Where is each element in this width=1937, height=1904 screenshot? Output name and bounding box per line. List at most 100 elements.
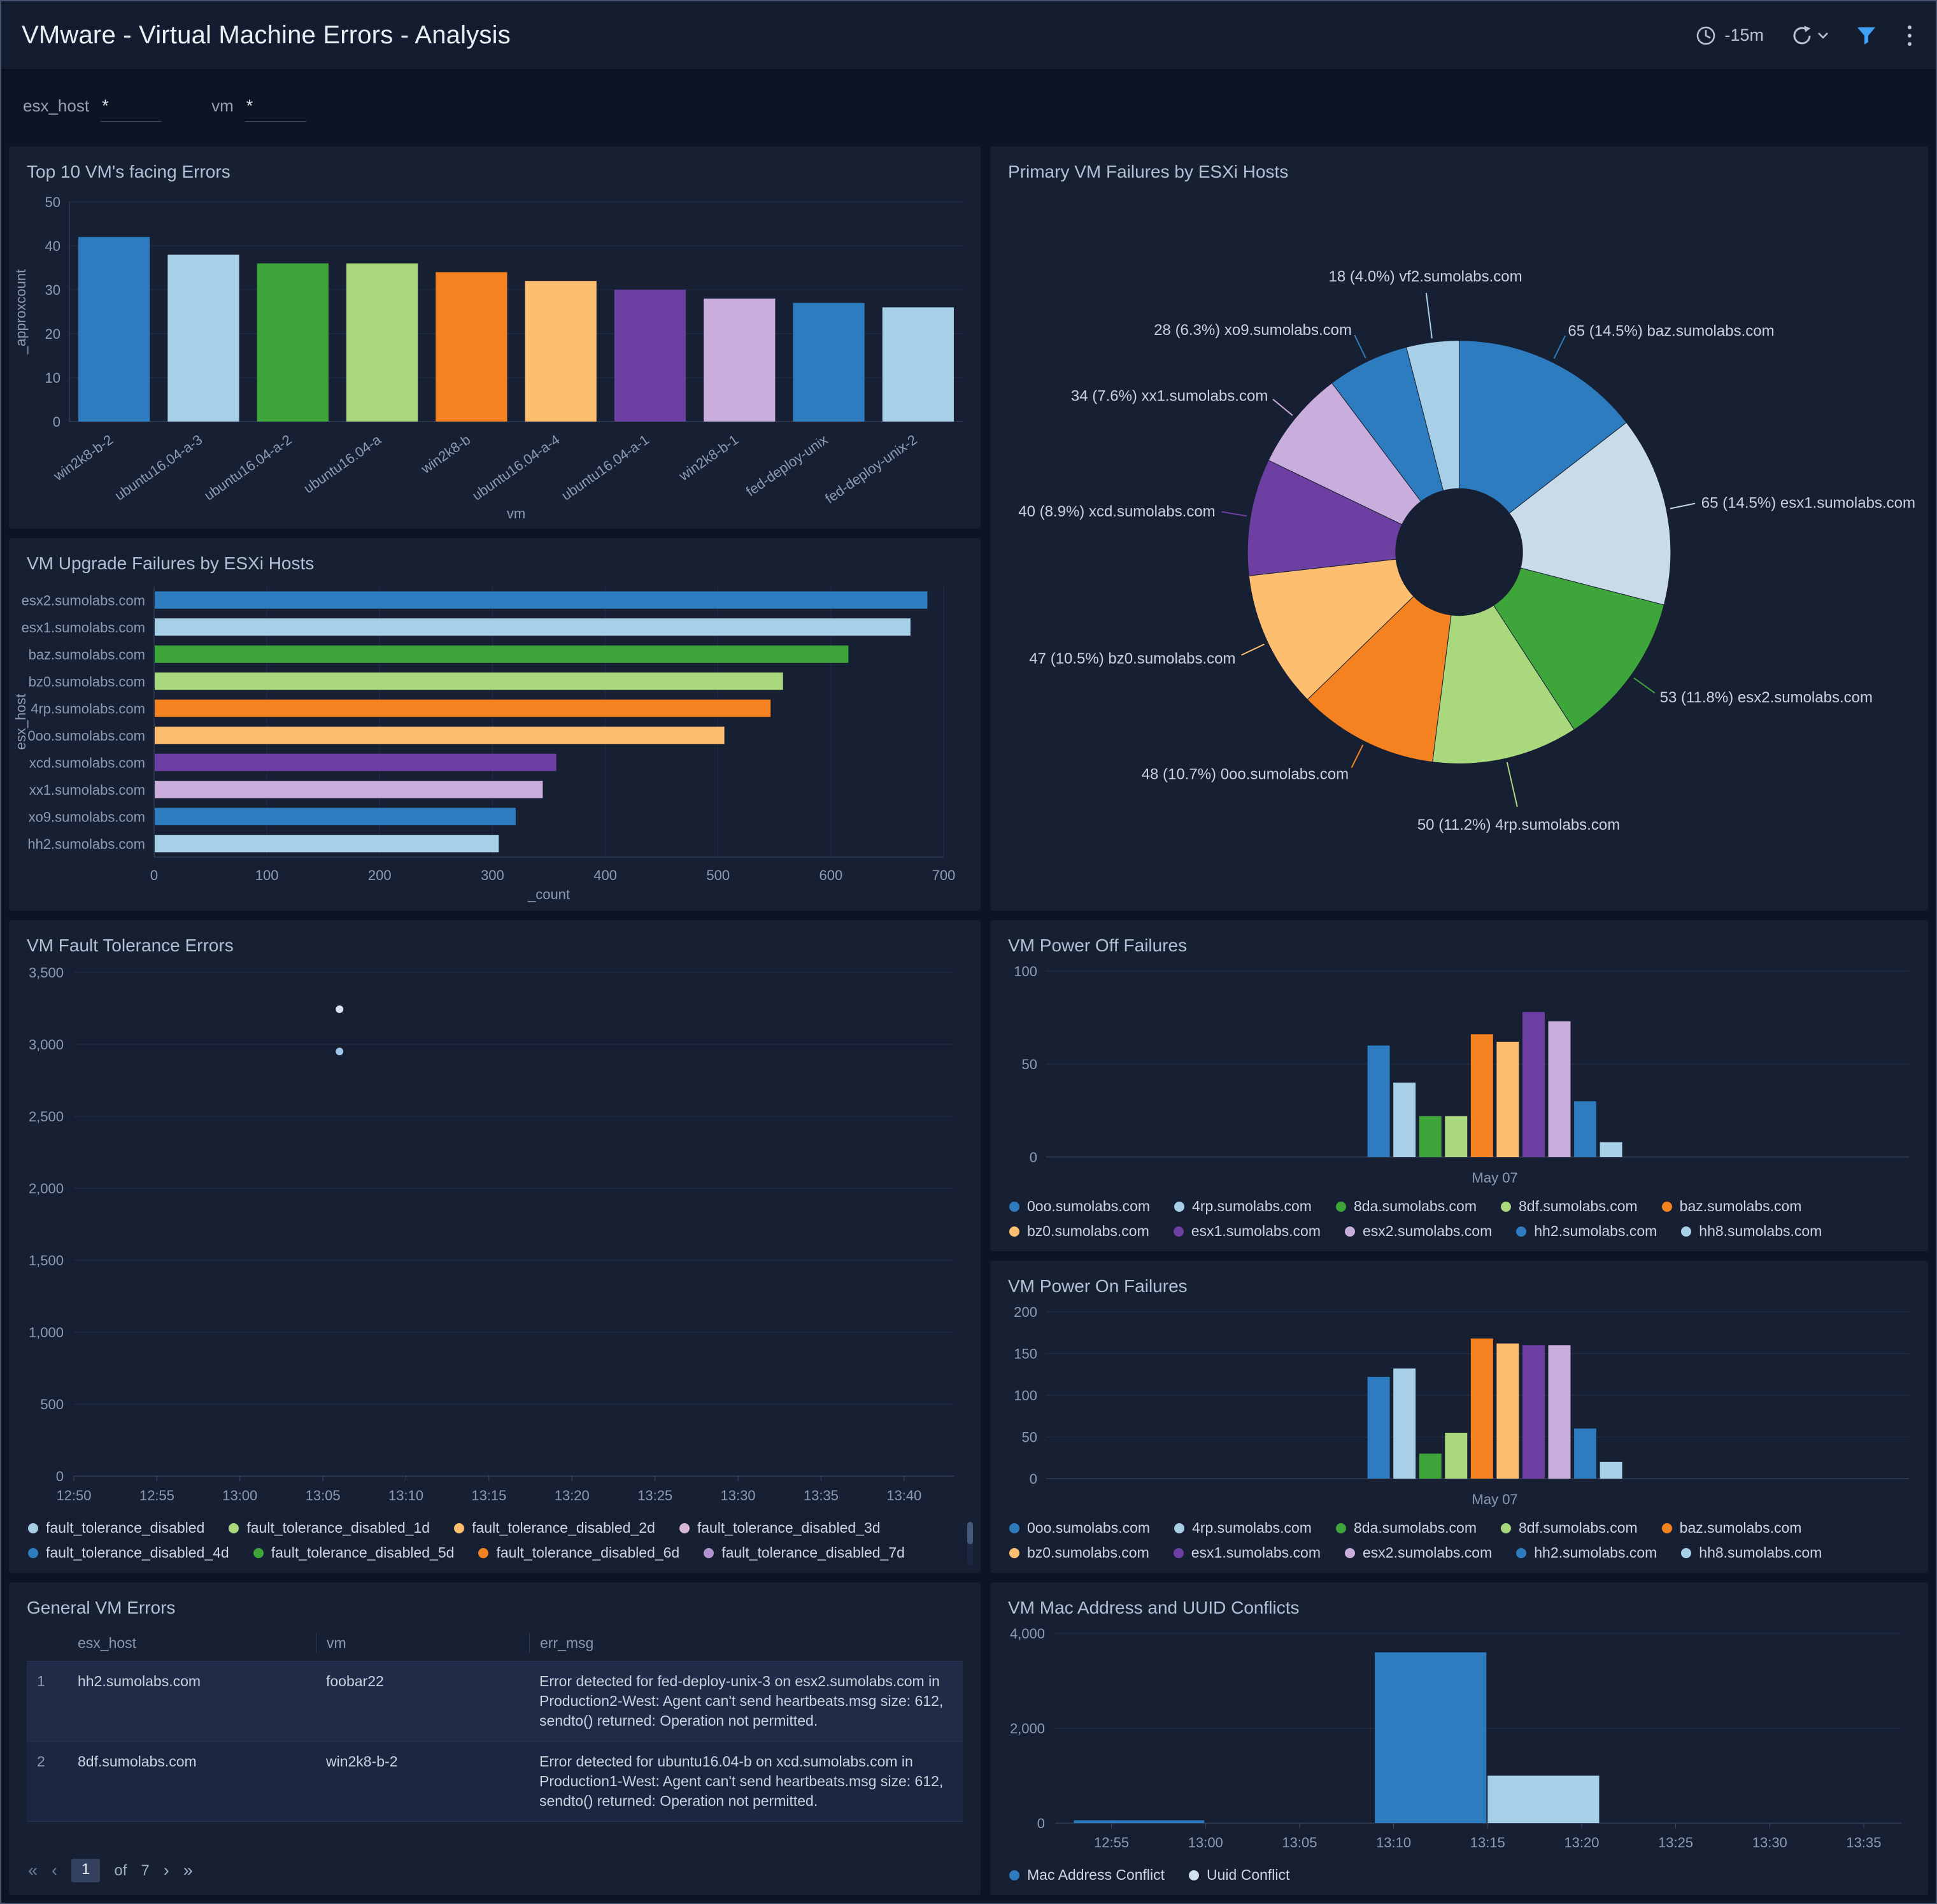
legend-label: fault_tolerance_disabled_3d bbox=[697, 1519, 881, 1536]
time-range-control[interactable]: -15m bbox=[1695, 25, 1764, 46]
svg-text:13:05: 13:05 bbox=[1282, 1835, 1317, 1851]
legend-dot-icon bbox=[28, 1523, 38, 1533]
svg-text:65 (14.5%) baz.sumolabs.com: 65 (14.5%) baz.sumolabs.com bbox=[1568, 322, 1774, 339]
legend-item[interactable]: 8df.sumolabs.com bbox=[1501, 1198, 1638, 1215]
last-page-button[interactable]: » bbox=[183, 1861, 193, 1880]
svg-text:13:00: 13:00 bbox=[222, 1488, 257, 1503]
svg-text:ubuntu16.04-a-1: ubuntu16.04-a-1 bbox=[558, 432, 652, 504]
first-page-button[interactable]: « bbox=[28, 1861, 38, 1880]
legend-item[interactable]: esx1.sumolabs.com bbox=[1173, 1223, 1321, 1240]
legend-item[interactable]: 4rp.sumolabs.com bbox=[1174, 1198, 1312, 1215]
legend-item[interactable]: esx2.sumolabs.com bbox=[1345, 1544, 1492, 1561]
legend-label: fault_tolerance_disabled_1d bbox=[246, 1519, 430, 1536]
legend-item[interactable]: baz.sumolabs.com bbox=[1661, 1519, 1801, 1537]
legend-dot-icon bbox=[1345, 1547, 1355, 1558]
current-page[interactable]: 1 bbox=[71, 1859, 101, 1882]
more-menu-icon[interactable] bbox=[1904, 22, 1915, 50]
svg-text:48 (10.7%) 0oo.sumolabs.com: 48 (10.7%) 0oo.sumolabs.com bbox=[1142, 765, 1349, 783]
legend-dot-icon bbox=[1661, 1201, 1672, 1212]
svg-text:12:55: 12:55 bbox=[139, 1488, 174, 1503]
legend-label: bz0.sumolabs.com bbox=[1027, 1544, 1149, 1561]
legend-item[interactable]: 8df.sumolabs.com bbox=[1501, 1519, 1638, 1537]
primary-vm-failures-donut-chart[interactable]: 65 (14.5%) baz.sumolabs.com 65 (14.5%) es… bbox=[990, 186, 1928, 911]
svg-text:baz.sumolabs.com: baz.sumolabs.com bbox=[29, 646, 145, 662]
topbar: VMware - Virtual Machine Errors - Analys… bbox=[1, 1, 1936, 70]
legend-dot-icon bbox=[1661, 1523, 1672, 1533]
svg-text:3,500: 3,500 bbox=[29, 965, 64, 981]
legend-item[interactable]: hh2.sumolabs.com bbox=[1516, 1544, 1657, 1561]
svg-text:150: 150 bbox=[1014, 1346, 1037, 1362]
svg-text:13:20: 13:20 bbox=[1564, 1835, 1599, 1851]
column-header-err-msg[interactable]: err_msg bbox=[529, 1633, 963, 1653]
prev-page-button[interactable]: ‹ bbox=[52, 1861, 58, 1880]
topbar-actions: -15m bbox=[1695, 22, 1915, 50]
filter-icon[interactable] bbox=[1855, 25, 1877, 46]
panel-vm-power-on: VM Power On Failures 0 50 100 150 200 May 07 … bbox=[990, 1261, 1928, 1573]
vm-upgrade-failures-hbar-chart[interactable]: 0 100 200 300 400 500 600 700 esx2.sumolabs.com e… bbox=[9, 578, 981, 911]
legend-label: fault_tolerance_disabled_7d bbox=[721, 1544, 905, 1561]
svg-text:hh2.sumolabs.com: hh2.sumolabs.com bbox=[27, 836, 145, 852]
legend-scrollbar[interactable] bbox=[967, 1522, 973, 1565]
row-number-header bbox=[27, 1633, 67, 1636]
svg-text:10: 10 bbox=[45, 370, 60, 386]
mac-uuid-conflicts-bar-chart[interactable]: 0 2,000 4,000 12:55 13:00 13:05 13:10 13:15 13:2… bbox=[990, 1622, 1928, 1863]
svg-text:13:35: 13:35 bbox=[1846, 1835, 1881, 1851]
legend-dot-icon bbox=[1681, 1547, 1692, 1558]
legend-item[interactable]: baz.sumolabs.com bbox=[1661, 1198, 1801, 1215]
legend-item[interactable]: fault_tolerance_disabled_5d bbox=[253, 1544, 454, 1561]
legend-item[interactable]: fault_tolerance_disabled_4d bbox=[28, 1544, 229, 1561]
svg-text:13:40: 13:40 bbox=[886, 1488, 921, 1503]
top10-vm-errors-bar-chart[interactable]: 0 10 20 30 40 50 win2k8-b-2 ubuntu16.04-a-3 ubun… bbox=[9, 186, 981, 529]
legend-label: fault_tolerance_disabled_2d bbox=[472, 1519, 655, 1536]
legend-item[interactable]: 4rp.sumolabs.com bbox=[1174, 1519, 1312, 1537]
svg-text:13:15: 13:15 bbox=[1470, 1835, 1505, 1851]
legend-item[interactable]: bz0.sumolabs.com bbox=[1009, 1544, 1149, 1561]
legend-item[interactable]: hh2.sumolabs.com bbox=[1516, 1223, 1657, 1240]
esx-host-filter-input[interactable]: * bbox=[101, 95, 162, 122]
vm-power-on-bar-chart[interactable]: 0 50 100 150 200 May 07 bbox=[990, 1300, 1928, 1516]
refresh-button[interactable] bbox=[1791, 24, 1829, 47]
legend-item[interactable]: Mac Address Conflict bbox=[1009, 1866, 1165, 1884]
panel-general-vm-errors: General VM Errors esx_host vm err_msg 1 … bbox=[9, 1582, 981, 1895]
legend-item[interactable]: esx2.sumolabs.com bbox=[1345, 1223, 1492, 1240]
legend-item[interactable]: fault_tolerance_disabled_1d bbox=[229, 1519, 430, 1537]
legend-item[interactable]: 8da.sumolabs.com bbox=[1335, 1198, 1477, 1215]
legend-item[interactable]: 0oo.sumolabs.com bbox=[1009, 1198, 1150, 1215]
svg-text:700: 700 bbox=[932, 867, 956, 883]
column-header-esx-host[interactable]: esx_host bbox=[78, 1635, 137, 1651]
legend-item[interactable]: fault_tolerance_disabled_7d bbox=[704, 1544, 905, 1561]
legend-item[interactable]: hh8.sumolabs.com bbox=[1681, 1544, 1822, 1561]
svg-text:13:20: 13:20 bbox=[555, 1488, 590, 1503]
cell-err-msg: Error detected for fed-deploy-unix-3 on … bbox=[539, 1673, 944, 1730]
panel-title: VM Power Off Failures bbox=[1008, 935, 1188, 955]
legend-item[interactable]: 0oo.sumolabs.com bbox=[1009, 1519, 1150, 1537]
vm-filter-input[interactable]: * bbox=[245, 95, 306, 122]
svg-text:4,000: 4,000 bbox=[1010, 1626, 1045, 1642]
svg-text:ubuntu16.04-a-2: ubuntu16.04-a-2 bbox=[201, 432, 295, 504]
legend-item[interactable]: fault_tolerance_disabled bbox=[28, 1519, 204, 1537]
legend-label: bz0.sumolabs.com bbox=[1027, 1223, 1149, 1239]
svg-text:xo9.sumolabs.com: xo9.sumolabs.com bbox=[29, 809, 145, 825]
svg-text:0: 0 bbox=[1037, 1815, 1045, 1831]
svg-text:100: 100 bbox=[1014, 963, 1037, 979]
legend-item[interactable]: 8da.sumolabs.com bbox=[1335, 1519, 1477, 1537]
svg-text:200: 200 bbox=[1014, 1304, 1037, 1320]
legend-item[interactable]: hh8.sumolabs.com bbox=[1681, 1223, 1822, 1240]
svg-text:40: 40 bbox=[45, 238, 60, 254]
legend-item[interactable]: bz0.sumolabs.com bbox=[1009, 1223, 1149, 1240]
legend-item[interactable]: fault_tolerance_disabled_2d bbox=[454, 1519, 655, 1537]
svg-text:53 (11.8%) esx2.sumolabs.com: 53 (11.8%) esx2.sumolabs.com bbox=[1660, 689, 1873, 706]
next-page-button[interactable]: › bbox=[163, 1861, 169, 1880]
svg-text:1,000: 1,000 bbox=[29, 1325, 64, 1340]
vm-power-off-bar-chart[interactable]: 0 50 100 May 07 bbox=[990, 960, 1928, 1194]
svg-text:13:25: 13:25 bbox=[1658, 1835, 1693, 1851]
legend-item[interactable]: esx1.sumolabs.com bbox=[1173, 1544, 1321, 1561]
vm-fault-tolerance-scatter-chart[interactable]: 0 500 1,000 1,500 2,000 2,500 3,000 3,500 12:50 1… bbox=[9, 960, 981, 1516]
svg-text:13:30: 13:30 bbox=[720, 1488, 755, 1503]
legend-item[interactable]: fault_tolerance_disabled_3d bbox=[679, 1519, 881, 1537]
legend-item[interactable]: fault_tolerance_disabled_6d bbox=[478, 1544, 679, 1561]
cell-err-msg: Error detected for ubuntu16.04-b on xcd.… bbox=[539, 1753, 944, 1810]
column-header-vm[interactable]: vm bbox=[316, 1633, 529, 1653]
legend-item[interactable]: Uuid Conflict bbox=[1189, 1866, 1289, 1884]
legend-dot-icon bbox=[1009, 1870, 1019, 1880]
